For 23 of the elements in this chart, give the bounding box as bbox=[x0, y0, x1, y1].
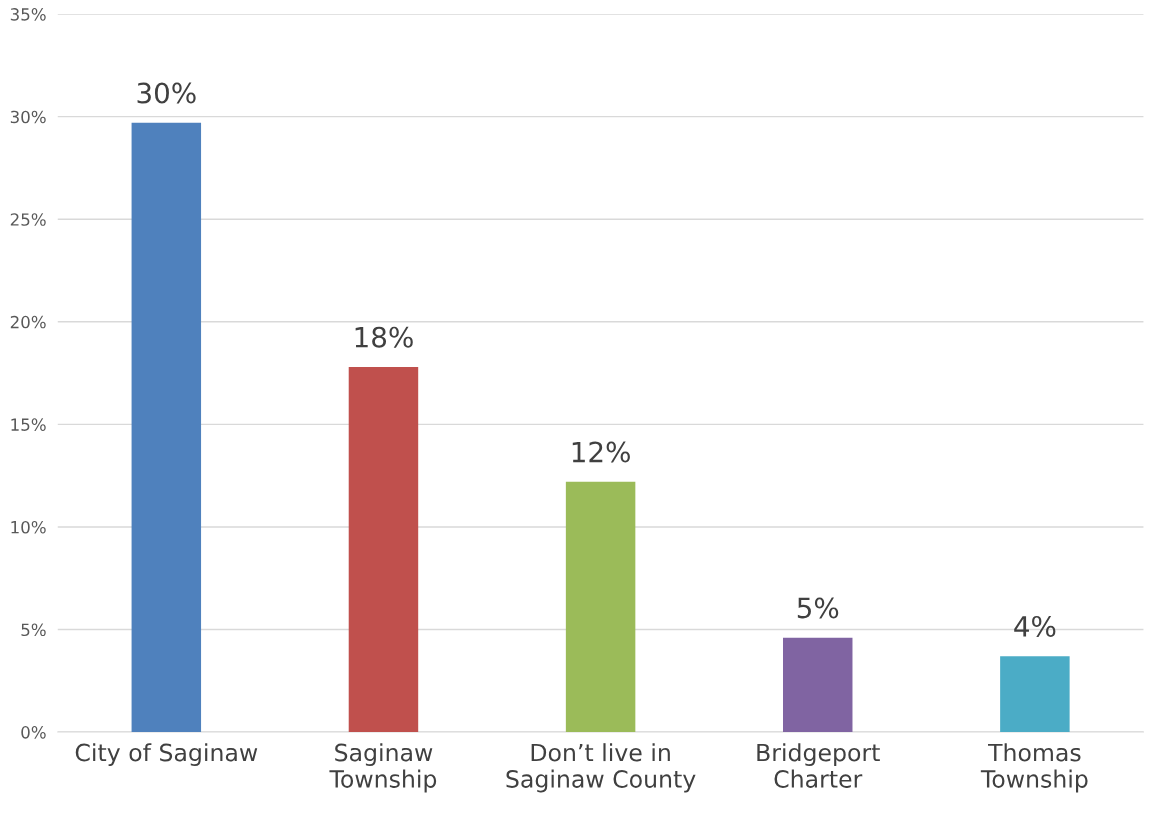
bar bbox=[1000, 656, 1070, 733]
data-label: 4% bbox=[1014, 615, 1056, 637]
bar bbox=[131, 122, 202, 733]
y-tick-label: 10% bbox=[11, 520, 46, 534]
bar bbox=[348, 366, 419, 733]
x-tick-label: Bridgeport Charter bbox=[757, 743, 880, 788]
y-tick-label: 0% bbox=[21, 726, 46, 739]
x-tick-label: Don’t live in Saginaw County bbox=[506, 743, 696, 793]
data-label: 12% bbox=[572, 441, 630, 463]
bar bbox=[783, 637, 853, 733]
data-label: 5% bbox=[797, 597, 839, 619]
y-tick-label: 30% bbox=[10, 110, 46, 124]
bar bbox=[565, 481, 636, 733]
y-tick-label: 20% bbox=[10, 315, 46, 329]
x-tick-label: City of Saginaw bbox=[75, 743, 258, 767]
y-tick-label: 35% bbox=[10, 8, 46, 21]
y-tick-label: 15% bbox=[11, 418, 46, 431]
data-label: 30% bbox=[137, 82, 196, 104]
y-tick-label: 5% bbox=[21, 623, 46, 637]
y-tick-label: 25% bbox=[10, 213, 46, 226]
x-tick-label: Thomas Township bbox=[980, 743, 1088, 793]
data-label: 18% bbox=[355, 326, 413, 348]
x-tick-label: Saginaw Township bbox=[329, 743, 437, 793]
